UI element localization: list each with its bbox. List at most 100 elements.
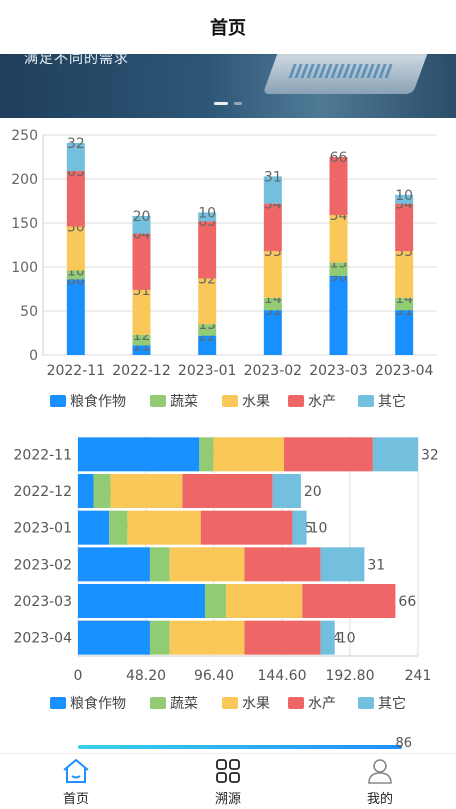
column-segment [66,142,85,172]
bar-segment [127,510,201,545]
data-label: 10 [395,188,413,204]
data-label: 10 [310,521,328,537]
bar-segment [78,510,110,545]
column-segment [329,215,348,263]
legend-label: 其它 [378,393,406,410]
column-segment [329,157,348,216]
banner-device-image [262,54,428,94]
bar-segment [204,584,227,618]
stacked-column-chart: 0501001502002502022-1186105063322022-121… [11,128,437,410]
bar-segment [292,510,307,545]
y-tick-label: 150 [11,216,38,232]
bar-segment [78,584,205,618]
data-label: 20 [133,209,151,225]
bar-segment [244,547,321,582]
bar-segment [283,437,373,472]
column-segment [329,262,348,276]
column-segment [66,270,85,280]
column-segment [395,203,414,252]
carousel-dot-active[interactable] [214,102,228,105]
column-segment [198,335,217,355]
banner-carousel[interactable]: 满足不同的需求 [0,54,456,118]
column-segment [132,345,151,355]
y-tick-label: 0 [29,348,38,364]
bar-segment [200,510,293,545]
partial-chart: 86 [78,736,412,751]
legend-swatch [358,697,374,709]
column-segment [263,176,282,204]
data-label: 20 [304,484,322,500]
column-segment [66,171,85,227]
column-segment [198,212,217,222]
y-tick-label: 100 [11,260,38,276]
bar-segment [149,620,170,655]
legend-label: 水果 [242,696,270,712]
data-label: 66 [398,594,416,610]
legend-label: 水产 [308,394,336,410]
legend-label: 蔬菜 [170,696,198,712]
bar-segment [93,474,111,508]
data-label: 66 [330,150,348,166]
bar-segment [169,620,245,655]
x-tick-label: 2023-01 [178,363,237,379]
legend-label: 水产 [308,696,336,712]
column-segment [395,310,414,355]
y-tick-label: 2023-02 [14,557,73,573]
bar-segment [182,474,273,508]
data-label: 31 [264,169,282,185]
bar-segment [110,474,183,508]
x-tick-label: 2023-04 [375,363,434,379]
x-tick-label: 2023-02 [244,363,303,379]
carousel-dot[interactable] [234,102,242,105]
tab-trace[interactable]: 溯源 [152,754,304,809]
tab-profile[interactable]: 我的 [304,754,456,809]
legend-swatch [358,395,374,407]
bar-segment [78,620,150,655]
data-label: 10 [198,205,216,221]
bar-segment [244,620,321,655]
y-tick-label: 200 [11,172,38,188]
y-tick-label: 50 [20,304,38,320]
partial-chart-bar [78,745,402,749]
partial-chart-label: 86 [395,736,412,751]
x-tick-label: 96.40 [194,668,234,684]
x-tick-label: 2023-03 [309,363,368,379]
bar-segment [109,510,128,545]
app-header: 首页 [0,0,456,54]
legend-label: 粮食作物 [70,393,126,410]
y-tick-label: 2023-04 [14,631,73,647]
page-title: 首页 [210,18,246,39]
column-segment [395,297,414,311]
legend-label: 其它 [378,695,406,712]
legend-label: 粮食作物 [70,695,126,712]
legend-swatch [50,395,66,407]
column-segment [395,251,414,298]
column-segment [263,251,282,298]
grid-icon [216,759,240,783]
bar-segment [78,474,94,508]
column-segment [329,275,348,355]
legend-swatch [288,395,304,407]
column-segment [132,289,151,335]
legend-swatch [288,697,304,709]
legend-label: 蔬菜 [170,394,198,410]
home-icon [63,759,89,783]
column-segment [132,334,151,346]
bar-segment [169,547,245,582]
y-tick-label: 2023-03 [14,594,73,610]
legend-label: 水果 [242,394,270,410]
legend-swatch [222,395,238,407]
tab-home[interactable]: 首页 [0,754,152,809]
data-label: 32 [67,136,85,152]
data-label: 10 [338,631,356,647]
user-icon [368,759,392,784]
y-tick-label: 2022-11 [14,447,73,463]
x-tick-label: 0 [74,668,83,684]
column-segment [132,233,151,290]
column-segment [66,226,85,271]
legend-swatch [50,697,66,709]
tab-profile-label: 我的 [366,792,393,807]
column-segment [198,221,217,279]
bar-segment [213,437,284,472]
x-tick-label: 48.20 [126,668,166,684]
